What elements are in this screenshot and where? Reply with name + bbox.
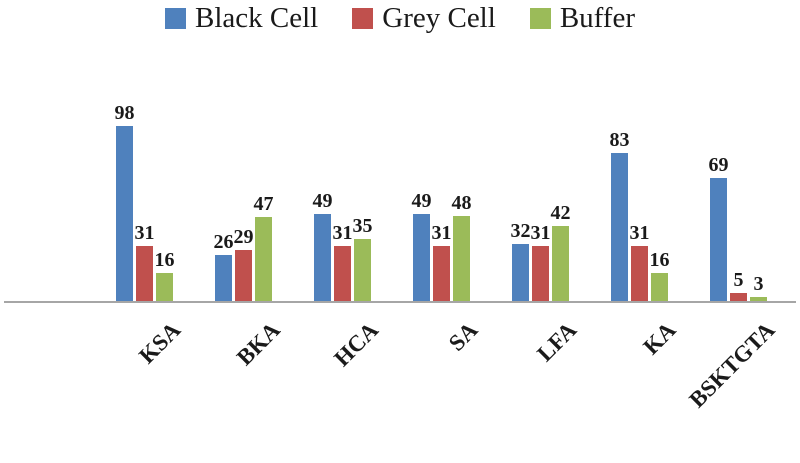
legend-item-black-cell: Black Cell — [165, 4, 318, 33]
x-axis-line — [4, 301, 796, 303]
bar-grey-cell-bka: 29 — [234, 227, 254, 302]
legend-label: Grey Cell — [382, 2, 496, 34]
bar-black-cell-ka: 83 — [610, 130, 630, 302]
data-label: 31 — [629, 222, 650, 245]
bar-grey-cell-bsktgta: 5 — [730, 270, 747, 302]
data-label: 49 — [411, 189, 432, 212]
bar-black-cell-bsktgta: 69 — [709, 155, 729, 302]
bar-group-sa: 49 31 48 SA — [412, 55, 483, 356]
bar-buffer-lfa: 42 — [551, 203, 571, 302]
bar-buffer-bka: 47 — [254, 194, 274, 302]
legend-item-grey-cell: Grey Cell — [352, 4, 496, 33]
data-label: 16 — [154, 249, 175, 272]
category-label-bsktgta: BSKTGTA — [684, 317, 780, 413]
bar-group-ksa: 98 31 16 KSA — [115, 55, 186, 369]
data-label: 48 — [451, 191, 472, 214]
data-label: 5 — [733, 269, 744, 291]
bar-grey-cell-ksa: 31 — [135, 223, 155, 302]
legend-label: Black Cell — [195, 2, 319, 34]
data-label: 35 — [352, 215, 373, 237]
bar-black-cell-sa: 49 — [412, 191, 432, 302]
data-label: 31 — [332, 222, 353, 245]
bar-buffer-bsktgta: 3 — [750, 274, 767, 302]
bar-grey-cell-ka: 31 — [630, 223, 650, 302]
data-label: 16 — [649, 249, 670, 272]
data-label: 69 — [708, 153, 729, 176]
bar-grey-cell-sa: 31 — [432, 223, 452, 302]
category-label-hca: HCA — [329, 317, 384, 372]
category-label-sa: SA — [443, 317, 483, 356]
data-label: 98 — [114, 101, 135, 124]
bar-buffer-ka: 16 — [650, 250, 670, 302]
data-label: 31 — [134, 222, 155, 245]
data-label: 29 — [233, 225, 254, 248]
data-label: 47 — [253, 193, 274, 216]
bar-black-cell-bka: 26 — [214, 232, 234, 302]
data-label: 42 — [550, 202, 571, 225]
category-label-lfa: LFA — [532, 317, 582, 367]
bar-grey-cell-lfa: 31 — [531, 223, 551, 302]
bar-black-cell-hca: 49 — [313, 191, 333, 302]
bar-group-bka: 26 29 47 BKA — [214, 55, 285, 370]
buffer-swatch-icon — [529, 8, 551, 29]
bar-buffer-sa: 48 — [452, 193, 472, 302]
bar-grey-cell-hca: 31 — [333, 223, 353, 302]
bar-black-cell-ksa: 98 — [115, 103, 135, 302]
data-label: 83 — [609, 128, 630, 151]
data-label: 49 — [312, 189, 333, 212]
data-label: 3 — [753, 272, 764, 295]
bar-group-lfa: 32 31 42 LFA — [511, 55, 582, 366]
chart-legend: Black Cell Grey Cell Buffer — [0, 4, 800, 33]
data-label: 31 — [431, 222, 452, 245]
category-label-ka: KA — [638, 317, 681, 360]
bar-group-bsktgta: 69 5 3 BSKTGTA — [684, 55, 779, 413]
category-label-bka: BKA — [231, 317, 285, 371]
bar-black-cell-lfa: 32 — [511, 221, 531, 302]
bar-group-hca: 49 31 35 HCA — [313, 55, 384, 371]
black-cell-swatch-icon — [165, 8, 187, 29]
legend-label: Buffer — [559, 2, 635, 34]
bar-group-ka: 83 31 16 KA — [610, 55, 681, 360]
data-label: 26 — [213, 231, 234, 254]
category-label-ksa: KSA — [134, 317, 186, 369]
bar-buffer-hca: 35 — [353, 216, 373, 302]
legend-item-buffer: Buffer — [529, 2, 635, 34]
plot-area: 98 31 16 KSA 26 29 47 BKA 49 31 35 HCA 49 31 48 SA 32 31 4… — [95, 55, 788, 413]
bar-buffer-ksa: 16 — [155, 250, 175, 302]
grey-cell-swatch-icon — [352, 8, 374, 29]
data-label: 31 — [530, 222, 551, 245]
data-label: 32 — [510, 220, 531, 243]
